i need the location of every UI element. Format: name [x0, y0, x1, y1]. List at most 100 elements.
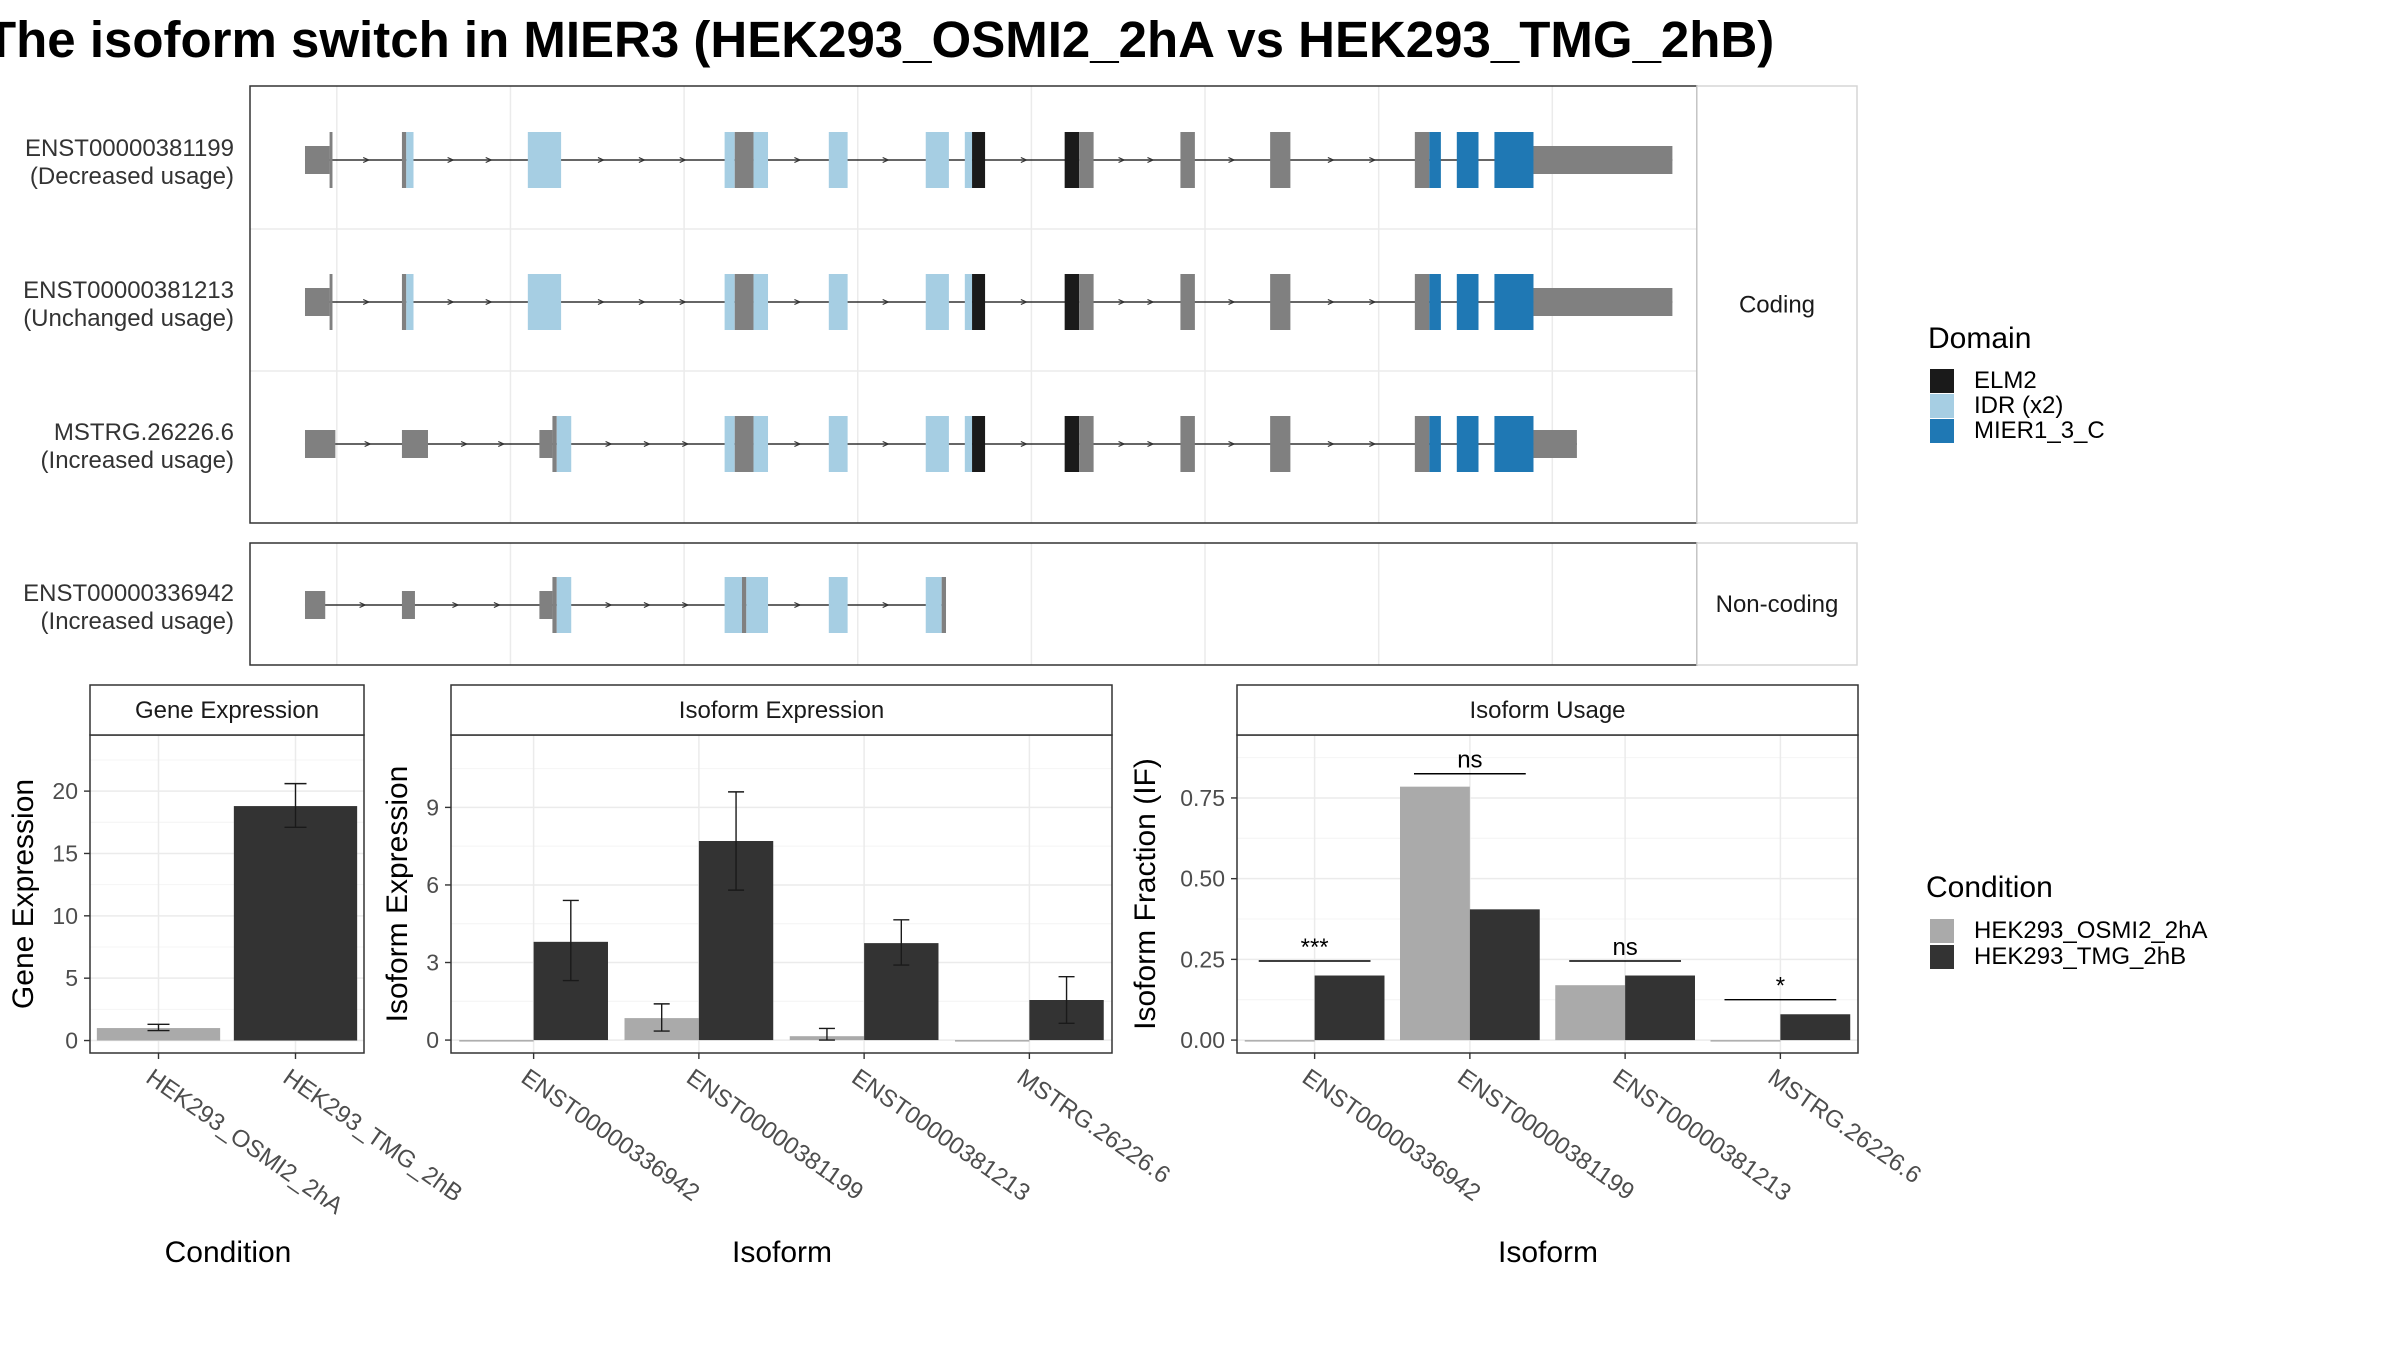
intron-arrow — [1020, 440, 1028, 448]
intron-arrow — [359, 601, 367, 609]
intron-arrow — [362, 156, 371, 164]
y-tick-label: 0 — [65, 1028, 78, 1054]
y-tick-label: 10 — [52, 903, 78, 929]
intron-arrow — [1147, 298, 1155, 306]
domain-block-elm2 — [1064, 274, 1080, 330]
x-tick-label: MSTRG.26226.6 — [1012, 1064, 1175, 1189]
intron-arrow — [1327, 440, 1335, 448]
legend-label-hek293-tmg-2hb: HEK293_TMG_2hB — [1974, 943, 2186, 970]
transcript-mstrg-26226-6: MSTRG.26226.6 (Increased usage) — [41, 416, 1577, 474]
exon-block — [1533, 146, 1673, 174]
facet-non-coding: ENST00000336942 (Increased usage) Non-codi… — [23, 542, 1858, 666]
domain-block-idr-x2 — [828, 132, 848, 188]
chart-isoform-usage-x-axis-title: Isoform — [1498, 1236, 1598, 1269]
intron-arrow — [1147, 440, 1155, 448]
chart-isoform-expression-strip — [450, 684, 1113, 736]
intron-arrow — [643, 440, 651, 448]
transcript-label: MSTRG.26226.6 (Increased usage) — [41, 419, 234, 474]
intron-arrow — [460, 440, 469, 448]
intron-arrow — [1369, 156, 1377, 164]
exon-block — [1414, 416, 1430, 472]
bar-hek293-tmg-2hb — [1780, 1014, 1851, 1041]
intron-arrow — [1228, 440, 1236, 448]
intron-arrow — [485, 298, 493, 306]
intron-arrow — [1118, 298, 1126, 306]
bar-hek293-osmi2-2ha — [96, 1028, 221, 1041]
intron-arrow — [794, 298, 802, 306]
domain-block-idr-x2 — [925, 274, 949, 330]
domain-legend-title: Domain — [1928, 322, 2031, 355]
domain-block-mier1-3-c — [1456, 274, 1479, 330]
domain-block-idr-x2 — [406, 132, 414, 188]
domain-block-idr-x2 — [556, 416, 572, 472]
exon-block — [941, 577, 947, 633]
intron-arrow — [447, 298, 455, 306]
intron-arrow — [493, 601, 501, 609]
domain-block-mier1-3-c — [1429, 274, 1441, 330]
facet-coding-strip-label: Coding — [1739, 292, 1815, 319]
exon-block — [1079, 274, 1094, 330]
bar-hek293-tmg-2hb — [1314, 975, 1385, 1041]
domain-block-idr-x2 — [964, 416, 973, 472]
intron-arrow — [1327, 156, 1335, 164]
domain-block-idr-x2 — [925, 577, 942, 633]
exon-block — [304, 430, 336, 458]
bar-hek293-tmg-2hb — [1469, 909, 1540, 1041]
exon-block — [304, 591, 326, 619]
exon-block — [539, 591, 553, 619]
x-tick-label: ENST00000381199 — [681, 1064, 868, 1206]
exon-block — [401, 430, 428, 458]
intron-arrow — [1147, 156, 1155, 164]
exon-block — [734, 274, 754, 330]
intron-arrow — [682, 601, 690, 609]
domain-block-mier1-3-c — [1494, 416, 1534, 472]
intron-arrow — [794, 156, 802, 164]
exon-block — [304, 146, 330, 174]
exon-block — [1533, 430, 1577, 458]
legend-key-idr-x2 — [1930, 394, 1954, 418]
domain-block-idr-x2 — [828, 577, 848, 633]
significance-label: ns — [1612, 934, 1637, 961]
bar-charts: Gene Expression05101520HEK293_OSMI2_2hAH… — [7, 684, 1926, 1269]
exon-block — [1180, 132, 1195, 188]
domain-block-mier1-3-c — [1494, 132, 1534, 188]
y-tick-label: 15 — [52, 840, 78, 866]
bar-hek293-osmi2-2ha — [459, 1040, 534, 1042]
domain-block-mier1-3-c — [1456, 416, 1479, 472]
exon-block — [1180, 416, 1195, 472]
exon-block — [401, 591, 415, 619]
x-tick-label: MSTRG.26226.6 — [1763, 1064, 1926, 1189]
exon-block — [734, 416, 754, 472]
intron-arrow — [452, 601, 460, 609]
legend-key-elm2 — [1930, 369, 1954, 393]
y-tick-label: 9 — [426, 794, 439, 820]
domain-block-idr-x2 — [925, 132, 949, 188]
y-tick-label: 0.75 — [1180, 785, 1225, 811]
intron-arrow — [498, 440, 506, 448]
domain-block-elm2 — [972, 416, 986, 472]
exon-block — [1079, 132, 1094, 188]
figure-title: The isoform switch in MIER3 (HEK293_OSMI… — [0, 11, 1774, 68]
y-tick-label: 0.25 — [1180, 946, 1225, 972]
facet-coding: ENST00000381199 (Decreased usage) ENST0000… — [23, 85, 1858, 524]
condition-legend-title: Condition — [1926, 871, 2053, 904]
x-tick-label: ENST00000336942 — [516, 1064, 704, 1207]
domain-block-idr-x2 — [746, 577, 769, 633]
chart-isoform-expression-y-axis-title: Isoform Expression — [381, 766, 414, 1023]
chart-isoform-expression: Isoform Expression0369ENST00000336942ENS… — [381, 684, 1175, 1269]
facet-coding-strip — [1696, 85, 1858, 524]
legend-key-hek293-tmg-2hb — [1930, 945, 1954, 969]
domain-block-idr-x2 — [828, 416, 848, 472]
exon-block — [1270, 274, 1291, 330]
exon-block — [1079, 416, 1094, 472]
domain-block-idr-x2 — [753, 274, 769, 330]
exon-block — [1270, 132, 1291, 188]
exon-block — [401, 274, 407, 330]
y-tick-label: 20 — [52, 778, 78, 804]
intron-arrow — [638, 298, 646, 306]
domain-block-idr-x2 — [724, 274, 735, 330]
bar-hek293-osmi2-2ha — [955, 1040, 1030, 1042]
transcript-enst00000336942: ENST00000336942 (Increased usage) — [23, 577, 947, 635]
